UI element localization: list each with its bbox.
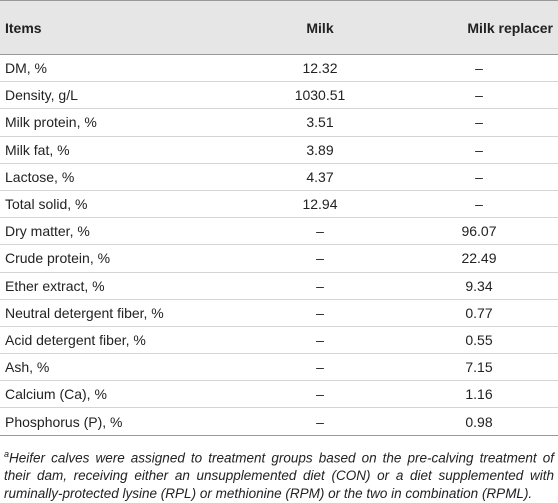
- table-cell: –: [316, 413, 324, 430]
- table-cell: –: [475, 60, 483, 77]
- table-cell: Calcium (Ca), %: [5, 386, 107, 403]
- table-cell: –: [316, 359, 324, 376]
- table-cell: Acid detergent fiber, %: [5, 331, 146, 348]
- table-cell: –: [316, 277, 324, 294]
- table-cell: 0.98: [465, 413, 493, 430]
- table-body: DM, % 12.32– Density, g/L 1030.51– Milk prot…: [0, 55, 558, 436]
- header-cell: Milk: [240, 0, 400, 55]
- table-row: Neutral detergent fiber, % – 0.77: [0, 299, 558, 327]
- table-cell: Neutral detergent fiber, %: [5, 304, 164, 321]
- table-cell: 0.77: [465, 304, 493, 321]
- table-cell: Ash, %: [5, 359, 50, 376]
- table-cell: –: [316, 223, 324, 240]
- table-cell: 12.32: [302, 60, 338, 77]
- table-row: Crude protein, % – 22.49: [0, 245, 558, 272]
- table-cell: Density, g/L: [5, 87, 78, 104]
- table-cell: 3.89: [306, 141, 334, 158]
- table-cell: –: [316, 331, 324, 348]
- table-cell: 1.16: [465, 386, 493, 403]
- table-head: Items Milk Milk replacer: [0, 0, 558, 55]
- table-cell: 12.94: [302, 196, 338, 213]
- table-cell: Ether extract, %: [5, 277, 105, 294]
- header-cell: Milk replacer: [400, 0, 558, 55]
- table-cell: 22.49: [461, 250, 497, 267]
- footnote-marker: a: [4, 448, 10, 459]
- table-cell: Phosphorus (P), %: [5, 413, 123, 430]
- table-row: Ash, % – 7.15: [0, 354, 558, 381]
- table-row: Dry matter, % – 96.07: [0, 218, 558, 245]
- table-row: Milk protein, % 3.51 –: [0, 109, 558, 137]
- table-cell: 4.37: [306, 168, 334, 185]
- table-cell: –: [475, 141, 483, 158]
- header-cell: Items: [0, 0, 240, 55]
- table-cell: Milk fat, %: [5, 141, 70, 158]
- table-cell: –: [475, 168, 483, 185]
- table-row: Lactose, % 4.37 –: [0, 163, 558, 191]
- table-cell: –: [475, 87, 483, 104]
- table-cell: –: [316, 386, 324, 403]
- table-row: Ether extract, % – 9.34: [0, 272, 558, 300]
- table-row: Milk fat, % 3.89 –: [0, 136, 558, 164]
- footnote: aHeifer calves were assigned to treatmen…: [0, 436, 558, 503]
- data-table: Items Milk Milk replacer DM, % 12.32– Densit…: [0, 0, 558, 436]
- table-row: Acid detergent fiber, % – 0.55: [0, 326, 558, 354]
- table-cell: –: [475, 114, 483, 131]
- table-cell: 0.55: [465, 331, 493, 348]
- table-row: Density, g/L 1030.51 –: [0, 82, 558, 109]
- table-cell: 1030.51: [294, 87, 346, 104]
- table-cell: –: [475, 196, 483, 213]
- table-cell: Total solid, %: [5, 196, 88, 213]
- table-cell: 7.15: [465, 359, 493, 376]
- table-row: Phosphorus (P), % – 0.98: [0, 408, 558, 436]
- header-row: Items Milk Milk replacer: [0, 0, 558, 55]
- footnote-text: Heifer calves were assigned to treatment…: [4, 450, 554, 502]
- table-row: Calcium (Ca), % – 1.16: [0, 381, 558, 408]
- table-cell: DM, %: [5, 60, 47, 77]
- table-row: DM, % 12.32 –: [0, 55, 558, 82]
- table-cell: 9.34: [465, 277, 493, 294]
- table-cell: Crude protein, %: [5, 250, 111, 267]
- table-cell: 3.51: [306, 114, 334, 131]
- table-cell: Milk protein, %: [5, 114, 97, 131]
- table-cell: Lactose, %: [5, 168, 75, 185]
- table-row: Total solid, % 12.94 –: [0, 190, 558, 218]
- table-cell: Dry matter, %: [5, 223, 90, 240]
- table-cell: 96.07: [461, 223, 497, 240]
- table-cell: –: [316, 304, 324, 321]
- table-cell: –: [316, 250, 324, 267]
